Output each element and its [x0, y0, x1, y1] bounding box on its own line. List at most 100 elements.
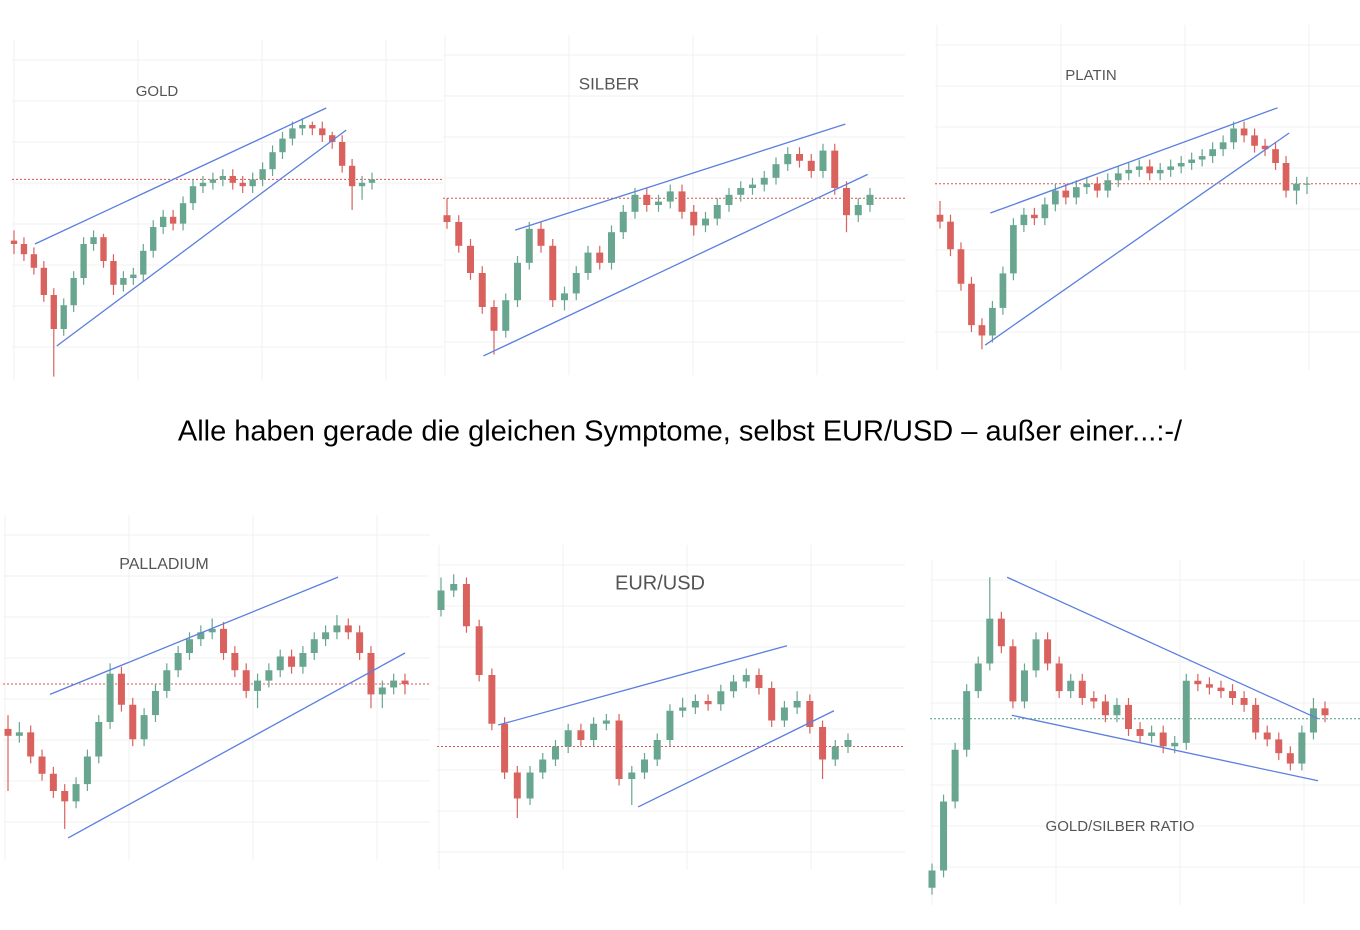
- candle-body: [276, 656, 284, 671]
- candle-body: [725, 194, 733, 205]
- candle-body: [140, 250, 147, 275]
- candle-body: [100, 237, 107, 261]
- candle-body: [749, 184, 756, 188]
- trend-line: [514, 123, 846, 231]
- candle-body: [1020, 670, 1028, 702]
- candle-body: [1298, 732, 1306, 764]
- trend-line: [49, 576, 339, 696]
- candle-body: [666, 191, 674, 202]
- candle-body: [679, 707, 687, 711]
- candle-body: [1263, 732, 1271, 740]
- candle-body: [1182, 680, 1190, 743]
- candle-body: [564, 730, 572, 747]
- candle-body: [619, 211, 627, 233]
- candle-body: [713, 205, 721, 219]
- candle-body: [348, 165, 356, 187]
- candle-body: [120, 278, 127, 285]
- candle-body: [561, 293, 568, 301]
- candle-body: [514, 262, 521, 301]
- candle-body: [1272, 149, 1279, 163]
- candle-body: [1101, 701, 1109, 716]
- candle-body: [1090, 698, 1098, 702]
- caption: Alle haben gerade die gleichen Symptome,…: [178, 416, 1183, 448]
- candle-body: [1067, 680, 1075, 692]
- candle-body: [1072, 187, 1080, 198]
- candle-body: [140, 715, 148, 740]
- candle-body: [80, 244, 87, 278]
- candle-body: [401, 680, 409, 685]
- candle-body: [1041, 204, 1049, 219]
- candle-body: [117, 673, 125, 705]
- candle-body: [197, 632, 205, 640]
- candle-body: [259, 169, 266, 180]
- candle-body: [1156, 169, 1164, 174]
- candle-body: [1188, 159, 1196, 163]
- candle-body: [110, 261, 117, 285]
- candle-body: [806, 701, 814, 727]
- candle-body: [333, 625, 341, 633]
- candle-body: [356, 632, 364, 653]
- candle-body: [986, 618, 994, 664]
- candle-body: [219, 176, 227, 180]
- candle-body: [299, 653, 307, 667]
- candle-body: [450, 584, 458, 591]
- candle-body: [1051, 190, 1059, 205]
- candle-body: [288, 656, 296, 667]
- trend-line: [984, 132, 1290, 346]
- candle-body: [596, 252, 604, 263]
- candle-body: [61, 791, 69, 802]
- candle-body: [584, 252, 592, 273]
- candle-body: [70, 278, 77, 306]
- candle-body: [1171, 742, 1179, 747]
- candle-body: [940, 801, 948, 871]
- candle-body: [169, 216, 177, 224]
- candle-body: [796, 154, 803, 161]
- candle-body: [163, 670, 171, 691]
- candle-body: [220, 628, 228, 653]
- candle-body: [819, 727, 827, 760]
- candle-body: [1217, 687, 1225, 692]
- candle-body: [289, 128, 296, 139]
- candle-body: [1135, 166, 1143, 170]
- candle-body: [1261, 145, 1269, 150]
- candle-body: [299, 125, 306, 129]
- candle-body: [1240, 128, 1248, 136]
- candle-body: [249, 179, 256, 187]
- trend-line: [483, 173, 868, 357]
- candle-body: [455, 222, 463, 246]
- candle-body: [189, 186, 197, 204]
- candle-body: [1309, 708, 1317, 733]
- candle-body: [1125, 704, 1132, 730]
- candle-body: [242, 670, 250, 691]
- candle-body: [368, 179, 376, 183]
- candle-body: [1031, 214, 1038, 219]
- chart-panel: PALLADIUM: [3, 515, 430, 860]
- candle-body: [1219, 142, 1227, 150]
- candle-body: [628, 772, 636, 779]
- candle-body: [989, 307, 996, 336]
- candle-body: [784, 154, 792, 165]
- candle-body: [1251, 135, 1258, 146]
- candle-body: [20, 244, 28, 255]
- candle-body: [344, 625, 352, 633]
- candle-body: [1252, 704, 1260, 733]
- chart-panel: PLATIN: [935, 25, 1360, 370]
- candle-body: [928, 870, 936, 888]
- candle-body: [807, 160, 815, 171]
- candle-body: [1083, 183, 1091, 188]
- candle-body: [254, 680, 262, 691]
- candle-body: [844, 740, 852, 747]
- candle-body: [1020, 214, 1028, 226]
- candle-body: [1167, 166, 1175, 170]
- candle-body: [358, 182, 366, 187]
- candle-body: [768, 688, 776, 721]
- candle-body: [1159, 732, 1167, 747]
- candle-body: [1240, 698, 1248, 705]
- candle-body: [936, 214, 944, 222]
- candle-body: [760, 177, 768, 185]
- candle-body: [737, 188, 745, 195]
- candle-body: [1093, 183, 1101, 191]
- candle-body: [572, 273, 580, 294]
- candle-body: [1104, 180, 1112, 191]
- chart-title: GOLD/SILBER RATIO: [1046, 818, 1195, 835]
